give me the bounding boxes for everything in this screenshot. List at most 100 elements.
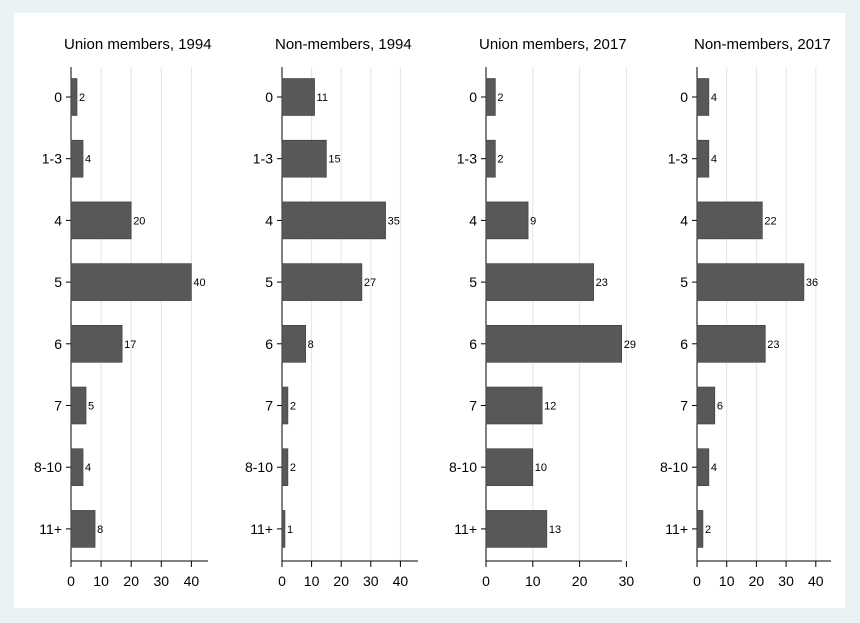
bar: [485, 78, 496, 116]
bar: [281, 324, 306, 363]
category-label: 11+: [454, 521, 477, 537]
bar: [485, 386, 543, 425]
panel-title: Non-members, 2017: [694, 36, 831, 53]
category-label: 7: [469, 398, 477, 414]
bar: [70, 201, 132, 240]
data-label: 2: [497, 92, 503, 104]
data-label: 13: [549, 524, 561, 536]
category-label: 7: [680, 398, 688, 414]
category-label: 1-3: [253, 151, 273, 167]
data-label: 27: [364, 277, 376, 289]
bar: [70, 139, 84, 178]
bar: [281, 78, 315, 116]
category-label: 5: [54, 274, 62, 290]
data-label: 23: [596, 277, 608, 289]
x-tick-label: 20: [333, 573, 349, 589]
data-label: 8: [97, 524, 103, 536]
bar: [696, 139, 710, 178]
x-tick-label: 0: [482, 573, 490, 589]
bar: [70, 78, 78, 116]
x-tick-label: 20: [123, 573, 139, 589]
bar: [281, 201, 386, 240]
x-tick-label: 30: [363, 573, 379, 589]
data-label: 6: [717, 401, 723, 413]
category-label: 11+: [665, 521, 688, 537]
x-tick-label: 30: [619, 573, 635, 589]
x-tick-label: 10: [93, 573, 109, 589]
panel-title: Non-members, 1994: [275, 36, 412, 53]
panel-title: Union members, 1994: [64, 36, 212, 53]
data-label: 1: [287, 524, 293, 536]
x-tick-label: 10: [525, 573, 541, 589]
category-label: 7: [265, 398, 273, 414]
bar: [281, 263, 363, 301]
data-label: 20: [133, 215, 145, 227]
data-label: 4: [711, 154, 717, 166]
category-label: 8-10: [34, 459, 62, 475]
category-label: 6: [469, 336, 477, 352]
category-label: 8-10: [245, 459, 273, 475]
category-label: 7: [54, 398, 62, 414]
data-label: 23: [767, 339, 779, 351]
data-label: 4: [711, 462, 717, 474]
x-tick-label: 10: [304, 573, 320, 589]
data-label: 2: [290, 462, 296, 474]
category-label: 0: [469, 89, 477, 105]
data-label: 2: [497, 154, 503, 166]
bar: [485, 510, 548, 548]
data-label: 40: [193, 277, 205, 289]
data-label: 22: [764, 215, 776, 227]
category-label: 4: [680, 212, 688, 228]
category-label: 1-3: [457, 151, 477, 167]
data-label: 35: [388, 215, 400, 227]
bar: [696, 78, 710, 116]
data-label: 4: [85, 462, 91, 474]
category-label: 0: [680, 89, 688, 105]
category-label: 8-10: [449, 459, 477, 475]
chart-figure: Union members, 1994 0 10 20 30 40 0 2 1-3 4 4 20 5 40…: [14, 13, 845, 608]
bar: [485, 139, 496, 178]
category-label: 11+: [250, 521, 273, 537]
bar: [696, 386, 716, 425]
data-label: 2: [79, 92, 85, 104]
bar: [485, 201, 529, 240]
x-tick-label: 20: [572, 573, 588, 589]
bar: [70, 448, 84, 487]
data-label: 11: [317, 92, 328, 104]
category-label: 1-3: [668, 151, 688, 167]
category-label: 5: [680, 274, 688, 290]
category-label: 4: [54, 212, 62, 228]
data-label: 8: [308, 339, 314, 351]
data-label: 17: [124, 339, 136, 351]
bar: [70, 263, 192, 301]
category-label: 0: [265, 89, 273, 105]
panel-title: Union members, 2017: [479, 36, 627, 53]
bar: [70, 386, 87, 425]
bar: [281, 139, 327, 178]
data-label: 12: [544, 401, 556, 413]
data-label: 10: [535, 462, 547, 474]
category-label: 6: [265, 336, 273, 352]
data-label: 15: [328, 154, 340, 166]
x-tick-label: 40: [184, 573, 200, 589]
data-label: 36: [806, 277, 818, 289]
category-label: 8-10: [660, 459, 688, 475]
bar: [696, 448, 710, 487]
data-label: 2: [290, 401, 296, 413]
category-label: 6: [680, 336, 688, 352]
category-label: 6: [54, 336, 62, 352]
x-tick-label: 20: [749, 573, 765, 589]
bar: [281, 386, 289, 425]
bar: [696, 324, 766, 363]
bar: [696, 510, 704, 548]
x-tick-label: 0: [67, 573, 75, 589]
x-tick-label: 40: [808, 573, 824, 589]
bar: [696, 263, 805, 301]
x-tick-label: 10: [719, 573, 735, 589]
category-label: 11+: [39, 521, 62, 537]
data-label: 29: [624, 339, 636, 351]
category-label: 4: [469, 212, 477, 228]
bar: [281, 510, 286, 548]
bar: [70, 324, 123, 363]
